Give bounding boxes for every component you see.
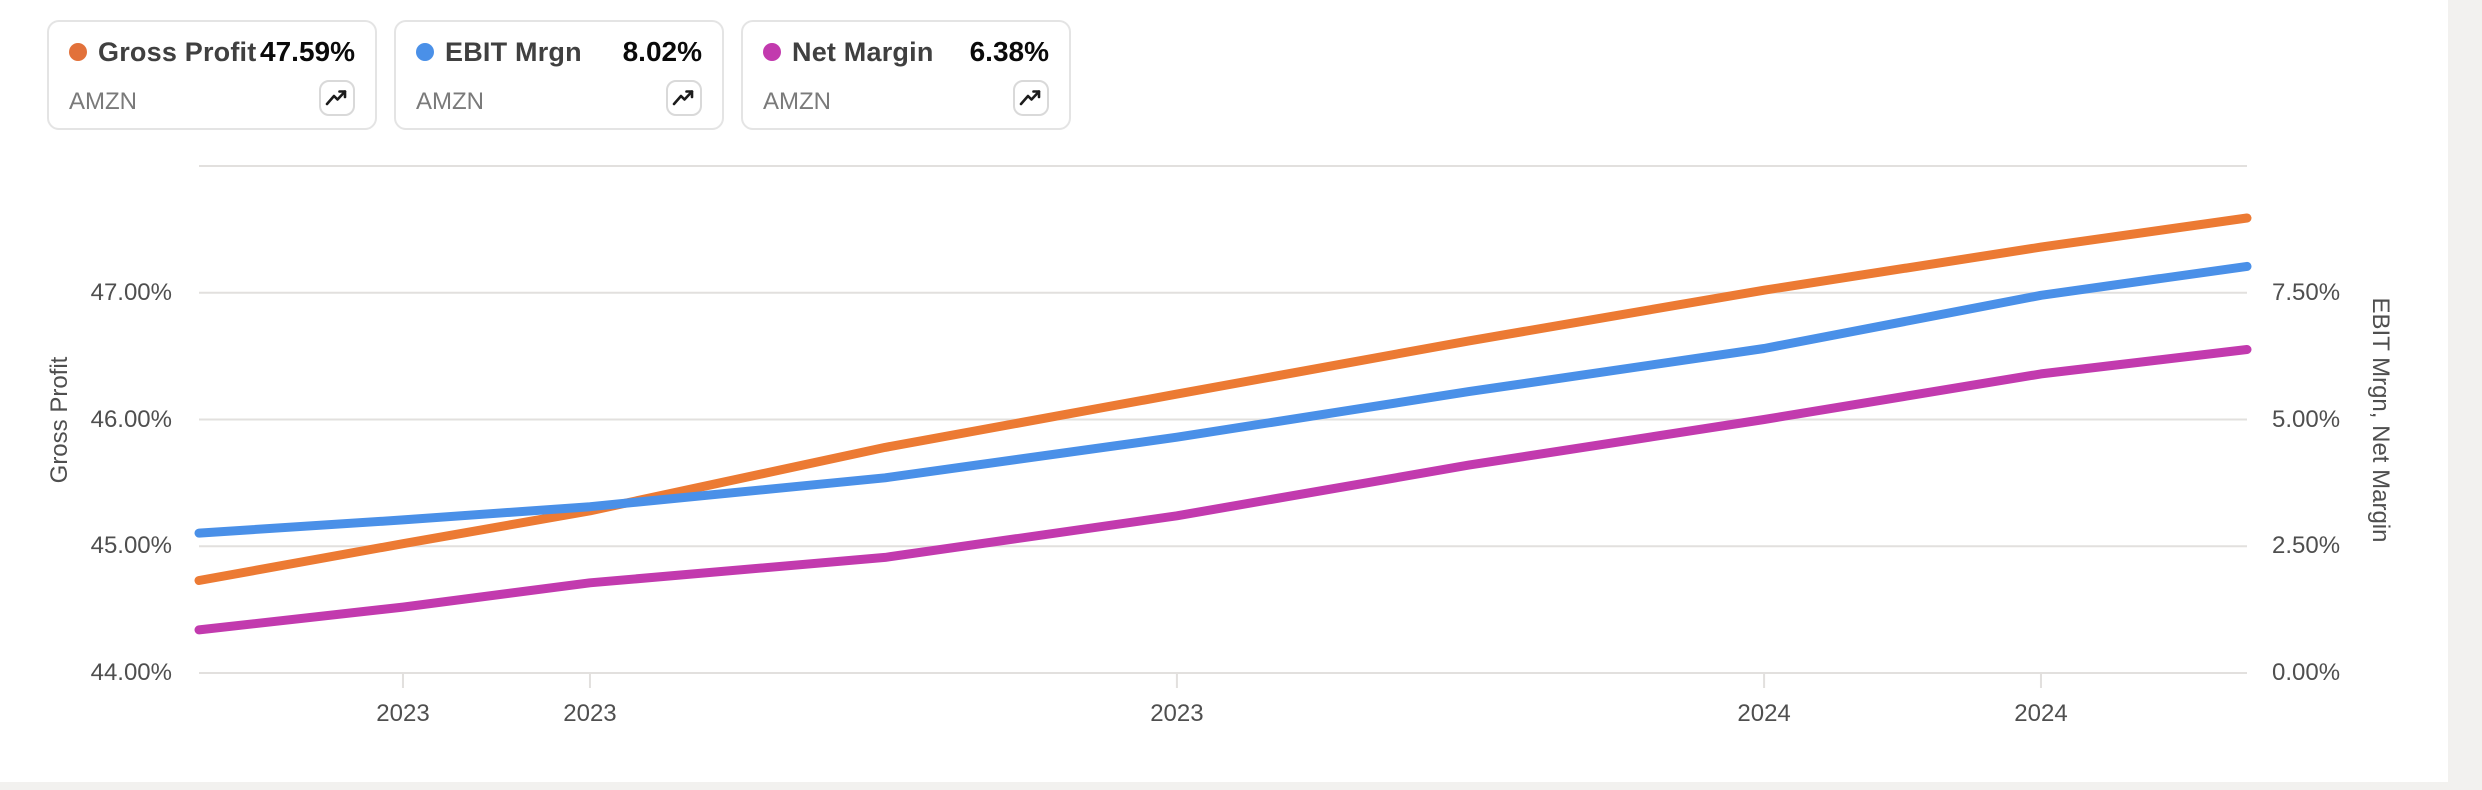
background-gutter-right: [2448, 0, 2482, 790]
card-header: EBIT Mrgn 8.02%: [416, 36, 702, 68]
x-axis-label: 2024: [1737, 700, 1791, 727]
trend-up-icon[interactable]: [1013, 80, 1049, 116]
background-gutter-bottom: [0, 782, 2448, 790]
y-axis-label-right: 0.00%: [2272, 659, 2341, 686]
series-color-dot: [416, 43, 434, 61]
series-line-net-margin: [194, 345, 2252, 635]
series-color-dot: [69, 43, 87, 61]
ticker-label: AMZN: [763, 88, 831, 115]
metric-value: 6.38%: [969, 36, 1049, 67]
metric-label: Gross Profit: [98, 36, 257, 67]
metric-label: Net Margin: [792, 36, 934, 67]
x-axis-label: 2023: [563, 700, 617, 727]
card-header: Net Margin 6.38%: [763, 36, 1049, 68]
y-axis-label-left: 46.00%: [90, 405, 172, 433]
trend-up-glyph: [325, 90, 347, 106]
left-axis-title: Gross Profit: [46, 356, 73, 484]
y-axis-label-left: 44.00%: [90, 659, 172, 686]
metric-value: 8.02%: [622, 36, 702, 67]
card-footer: AMZN: [763, 80, 1049, 116]
metric-value: 47.59%: [260, 36, 355, 67]
metric-card-gross-profit[interactable]: Gross Profit 47.59% AMZN: [47, 20, 377, 130]
y-axis-label-left: 47.00%: [90, 278, 172, 306]
y-axis-label-right: 5.00%: [2272, 405, 2341, 433]
x-axis-label: 2023: [1150, 700, 1204, 727]
right-axis-title: EBIT Mrgn, Net Margin: [2367, 297, 2394, 543]
x-axis-label: 2023: [376, 700, 430, 727]
metric-card-ebit-mrgn[interactable]: EBIT Mrgn 8.02% AMZN: [394, 20, 724, 130]
y-axis-label-right: 2.50%: [2272, 532, 2341, 560]
trend-up-glyph: [1019, 90, 1041, 106]
card-footer: AMZN: [69, 80, 355, 116]
trend-up-glyph: [672, 90, 694, 106]
metric-card-net-margin[interactable]: Net Margin 6.38% AMZN: [741, 20, 1071, 130]
trend-up-icon[interactable]: [319, 80, 355, 116]
series-line-ebit-mrgn: [194, 261, 2252, 538]
trend-up-icon[interactable]: [666, 80, 702, 116]
y-axis-label-left: 45.00%: [90, 532, 172, 560]
ticker-label: AMZN: [416, 88, 484, 115]
series-color-dot: [763, 43, 781, 61]
x-axis-label: 2024: [2014, 700, 2068, 727]
card-footer: AMZN: [416, 80, 702, 116]
series-line-gross-profit: [194, 213, 2252, 585]
metric-cards-row: Gross Profit 47.59% AMZN EBIT Mrgn 8.02%: [47, 20, 1071, 130]
metric-label: EBIT Mrgn: [445, 36, 582, 67]
card-header: Gross Profit 47.59%: [69, 36, 355, 68]
ticker-label: AMZN: [69, 88, 137, 115]
y-axis-label-right: 7.50%: [2272, 278, 2341, 306]
